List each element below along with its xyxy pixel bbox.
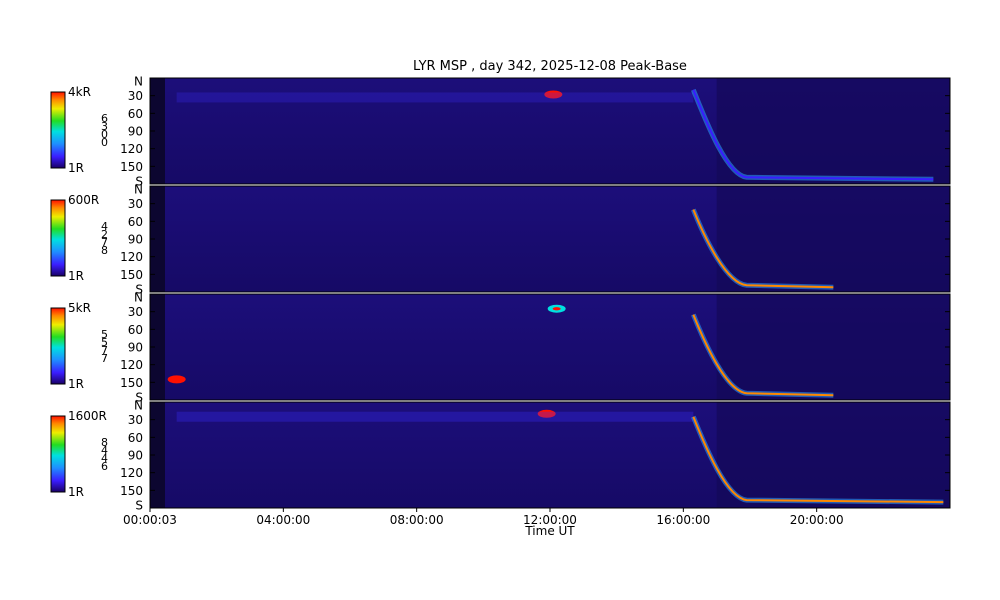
y-tick-label: 30 [128, 197, 143, 211]
data-gap-strip [150, 402, 165, 508]
y-tick-label: 90 [128, 449, 143, 463]
colorbar [50, 307, 66, 385]
auroral-arc [692, 314, 834, 397]
auroral-arc [692, 209, 834, 289]
data-gap-strip [150, 78, 165, 184]
y-tick-label: N [134, 399, 143, 413]
y-tick-label: 90 [128, 233, 143, 247]
night-region [716, 402, 950, 508]
data-gap-strip [150, 186, 165, 292]
y-tick-label: 120 [120, 142, 143, 156]
channel-digit: 7 [101, 236, 108, 249]
y-tick-label: N [134, 183, 143, 197]
y-tick-label: N [134, 291, 143, 305]
channel-digit: 6 [101, 112, 108, 125]
y-tick-label: 60 [128, 323, 143, 337]
y-tick-label: 60 [128, 215, 143, 229]
auroral-arc [692, 89, 934, 181]
y-tick-label: 120 [120, 358, 143, 372]
channel-digit: 5 [101, 336, 108, 349]
y-tick-label: 90 [128, 341, 143, 355]
colorbar-max-label: 600R [68, 193, 99, 207]
channel-digit: 3 [101, 120, 108, 133]
x-tick-label: 00:00:03 [123, 513, 177, 527]
colorbar [50, 199, 66, 277]
channel-digit: 5 [101, 328, 108, 341]
colorbar-min-label: 1R [68, 269, 84, 283]
x-tick-label: 08:00:00 [390, 513, 444, 527]
night-region [716, 78, 950, 184]
y-tick-label: 90 [128, 125, 143, 139]
y-tick-label: 30 [128, 413, 143, 427]
colorbar-max-label: 1600R [68, 409, 107, 423]
y-tick-label: S [135, 499, 143, 513]
channel-digit: 4 [101, 452, 108, 465]
y-tick-label: 60 [128, 431, 143, 445]
colorbar [50, 91, 66, 169]
auroral-arc [692, 416, 944, 504]
night-region [716, 294, 950, 400]
x-tick-label: 16:00:00 [656, 513, 710, 527]
channel-digit: 4 [101, 444, 108, 457]
y-tick-label: N [134, 75, 143, 89]
colorbar [50, 415, 66, 493]
y-tick-label: 120 [120, 466, 143, 480]
emission-patch-core [549, 92, 558, 97]
y-tick-label: 150 [120, 160, 143, 174]
colorbar-min-label: 1R [68, 485, 84, 499]
channel-digit: 0 [101, 128, 108, 141]
x-tick-label: 04:00:00 [256, 513, 310, 527]
chart-title: LYR MSP , day 342, 2025-12-08 Peak-Base [413, 59, 687, 74]
y-tick-label: 150 [120, 268, 143, 282]
x-tick-label: 12:00:00 [523, 513, 577, 527]
night-region [716, 186, 950, 292]
emission-patch-core [542, 412, 551, 416]
emission-patch-core [172, 377, 181, 381]
y-tick-label: S [135, 283, 143, 297]
y-tick-label: S [135, 175, 143, 189]
colorbar-min-label: 1R [68, 377, 84, 391]
channel-digit: 7 [101, 344, 108, 357]
channel-digit: 6 [101, 460, 108, 473]
colorbar-max-label: 5kR [68, 301, 91, 315]
channel-digit: 7 [101, 352, 108, 365]
x-tick-label: 20:00:00 [790, 513, 844, 527]
colorbar-min-label: 1R [68, 161, 84, 175]
channel-digit: 2 [101, 228, 108, 241]
x-axis-label: Time UT [524, 524, 575, 538]
colorbar-max-label: 4kR [68, 85, 91, 99]
emission-patch-core [552, 307, 561, 311]
emission-band [176, 92, 694, 103]
emission-band [176, 411, 694, 422]
y-tick-label: 120 [120, 250, 143, 264]
y-tick-label: 30 [128, 89, 143, 103]
y-tick-label: 150 [120, 376, 143, 390]
y-tick-label: 150 [120, 484, 143, 498]
channel-digit: 4 [101, 220, 108, 233]
y-tick-label: S [135, 391, 143, 405]
channel-digit: 8 [101, 244, 108, 257]
channel-digit: 8 [101, 436, 108, 449]
data-gap-strip [150, 294, 165, 400]
channel-digit: 0 [101, 136, 108, 149]
y-tick-label: 60 [128, 107, 143, 121]
y-tick-label: 30 [128, 305, 143, 319]
